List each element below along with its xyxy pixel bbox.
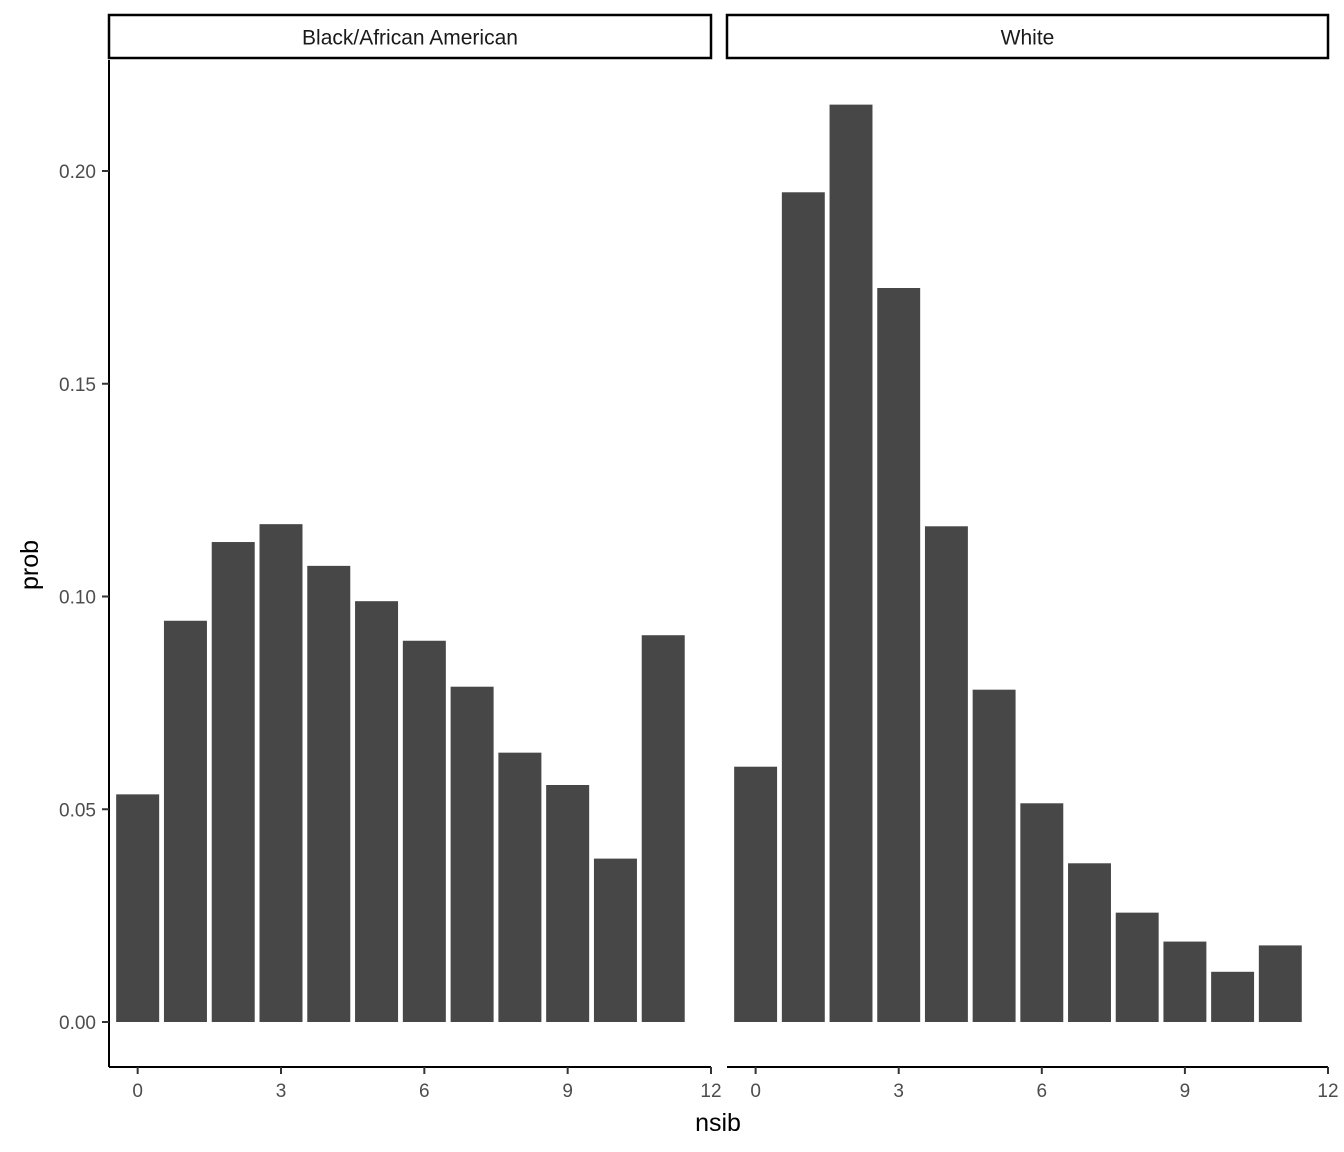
panel-0: Black/African American 0 3 6 9 12 — [107, 13, 722, 1102]
x-tick-label: 9 — [562, 1081, 573, 1102]
y-tick-label: 0.15 — [59, 375, 96, 396]
bar — [829, 104, 873, 1022]
bar — [1211, 971, 1255, 1022]
bar — [734, 766, 778, 1022]
bar — [402, 640, 446, 1022]
bar — [355, 601, 399, 1022]
facet-strip — [725, 13, 1330, 60]
bar — [1020, 803, 1064, 1022]
facet-strip-label: White — [1001, 27, 1055, 50]
bar — [211, 542, 255, 1022]
x-tick-label: 0 — [750, 1081, 761, 1102]
y-tick-label: 0.00 — [59, 1013, 96, 1034]
bar — [972, 689, 1016, 1022]
x-tick-label: 12 — [700, 1081, 721, 1102]
y-tick-label: 0.20 — [59, 162, 96, 183]
chart-panels: Black/African American 0 3 6 9 12 White 0 3 6 9 12 — [107, 13, 1339, 1102]
bar — [163, 620, 207, 1022]
bar — [116, 794, 160, 1022]
bar — [1258, 945, 1302, 1022]
x-tick-label: 12 — [1317, 1081, 1338, 1102]
bar — [877, 288, 921, 1022]
bar — [593, 858, 637, 1022]
y-axis: 0.00 0.05 0.10 0.15 0.20 — [59, 60, 110, 1067]
x-tick-label: 3 — [276, 1081, 287, 1102]
x-tick-label: 0 — [132, 1081, 143, 1102]
bar — [1068, 863, 1111, 1022]
x-axis-title: nsib — [695, 1109, 741, 1137]
bar — [259, 524, 303, 1022]
y-tick-label: 0.05 — [59, 800, 96, 821]
bar — [1115, 912, 1159, 1022]
x-tick-label: 9 — [1180, 1081, 1191, 1102]
y-tick-label: 0.10 — [59, 588, 96, 609]
x-tick-label: 6 — [1037, 1081, 1048, 1102]
bar — [546, 784, 590, 1022]
y-axis-title: prob — [16, 540, 44, 590]
x-tick-label: 3 — [893, 1081, 904, 1102]
facet-strip-label: Black/African American — [302, 27, 518, 50]
bar — [1163, 941, 1207, 1022]
bar — [307, 565, 351, 1022]
bar — [641, 635, 685, 1022]
bar — [924, 526, 968, 1022]
panel-1: White 0 3 6 9 12 — [725, 13, 1339, 1102]
bar — [450, 686, 494, 1022]
bar — [781, 192, 825, 1022]
x-tick-label: 6 — [419, 1081, 430, 1102]
facet-strip — [107, 13, 713, 60]
bar — [498, 752, 542, 1022]
